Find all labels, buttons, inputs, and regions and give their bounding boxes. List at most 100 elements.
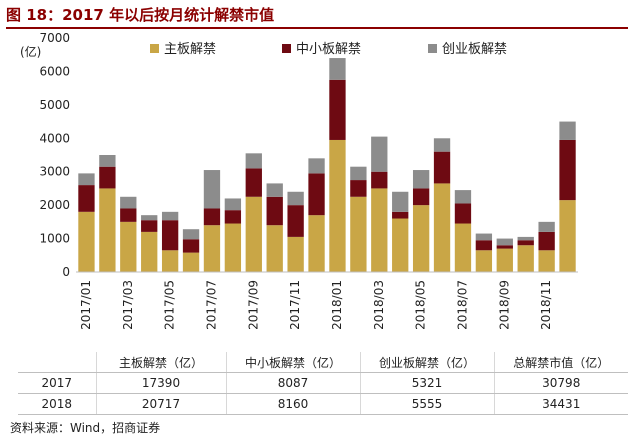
x-tick-label: 2017/03 — [121, 280, 135, 330]
x-tick-label: 2018/11 — [539, 280, 553, 330]
table-cell: 2018 — [18, 393, 97, 415]
bar-segment-3-2018-10 — [517, 236, 534, 241]
bar-segment-3-2017-04 — [141, 215, 158, 221]
x-tick-label: 2018/05 — [414, 280, 428, 330]
bar-segment-3-2018-02 — [350, 166, 367, 181]
bar-segment-2-2017-04 — [141, 220, 158, 232]
bar-segment-3-2018-11 — [538, 221, 555, 232]
bar-segment-3-2018-05 — [412, 170, 430, 189]
bar-segment-1-2018-11 — [538, 250, 555, 272]
bar-segment-2-2018-05 — [412, 188, 430, 206]
bar-segment-1-2017-10 — [266, 225, 283, 272]
bar-segment-1-2017-01 — [78, 211, 95, 272]
bar-segment-3-2017-06 — [182, 229, 200, 240]
bar-segment-1-2018-06 — [433, 183, 451, 272]
bar-segment-2-2017-08 — [224, 210, 242, 224]
bar-segment-3-2017-03 — [120, 196, 137, 209]
x-tick-label: 2017/01 — [79, 280, 93, 330]
bar-segment-1-2018-02 — [350, 196, 367, 272]
bar-segment-1-2018-04 — [392, 218, 409, 272]
bar-segment-3-2017-02 — [99, 155, 116, 167]
y-tick-label: 1000 — [39, 232, 70, 246]
x-tick-label: 2018/09 — [497, 280, 511, 330]
x-tick-label: 2018/01 — [330, 280, 344, 330]
bar-segment-2-2017-12 — [308, 173, 325, 216]
table-cell: 20717 — [95, 393, 227, 415]
bar-segment-1-2017-08 — [224, 223, 242, 272]
bar-segment-1-2017-12 — [308, 215, 325, 272]
bar-segment-1-2017-03 — [120, 221, 137, 272]
x-tick-label: 2018/03 — [372, 280, 386, 330]
table-row: 2018 20717 8160 5555 34431 — [18, 393, 628, 415]
bar-segment-1-2017-02 — [99, 188, 116, 272]
bar-segment-1-2017-09 — [245, 196, 262, 272]
bar-segment-2-2017-10 — [266, 196, 283, 226]
y-tick-label: 0 — [62, 265, 70, 279]
bar-segment-2-2018-02 — [350, 180, 367, 197]
y-tick-label: 4000 — [39, 131, 70, 145]
y-tick-label: 6000 — [39, 64, 70, 78]
bar-segment-1-2018-07 — [454, 223, 472, 272]
bar-segment-3-2018-04 — [392, 191, 409, 212]
bar-segment-1-2018-05 — [412, 205, 430, 272]
legend-label: 中小板解禁 — [296, 42, 361, 57]
y-axis-label: (亿) — [20, 44, 41, 59]
title-underline — [6, 27, 628, 29]
x-tick-label: 2017/07 — [205, 280, 219, 330]
bar-segment-1-2018-01 — [329, 139, 346, 272]
bar-segment-2-2017-02 — [99, 166, 116, 189]
x-tick-label: 2017/05 — [163, 280, 177, 330]
x-tick-label: 2017/09 — [246, 280, 260, 330]
bar-segment-3-2017-09 — [245, 153, 262, 169]
legend-swatch — [282, 44, 291, 53]
bar-segment-3-2018-07 — [454, 190, 472, 204]
bar-segment-2-2018-01 — [329, 79, 346, 140]
stacked-bar-chart: (亿) 0 1000 2000 3000 4000 5000 6000 7000 2017/01 2… — [20, 31, 578, 330]
bar-segment-1-2017-05 — [161, 250, 179, 272]
bar-segment-1-2017-11 — [287, 236, 304, 272]
bar-segment-3-2017-08 — [224, 198, 242, 211]
bar-segment-2-2018-12 — [559, 139, 576, 201]
bar-segment-1-2018-10 — [517, 245, 534, 272]
bar-segment-2-2017-06 — [182, 239, 200, 253]
bar-segment-2-2017-11 — [287, 205, 304, 237]
table-header-cell: 主板解禁（亿） — [95, 352, 227, 373]
bar-segment-3-2018-06 — [433, 138, 451, 152]
bar-segment-1-2017-04 — [141, 231, 158, 272]
table-row: 2017 17390 8087 5321 30798 — [18, 372, 628, 394]
bar-segment-3-2017-01 — [78, 173, 95, 186]
legend-swatch — [150, 44, 159, 53]
bar-segment-2-2018-07 — [454, 203, 472, 224]
legend-label: 主板解禁 — [164, 42, 216, 57]
figure-title: 图 18：2017 年以后按月统计解禁市值 — [6, 6, 275, 24]
bar-segment-1-2018-03 — [371, 188, 388, 272]
bar-segment-3-2017-07 — [203, 170, 221, 209]
table-header-cell: 中小板解禁（亿） — [225, 352, 361, 373]
table-cell: 17390 — [95, 372, 227, 394]
bar-segment-3-2018-01 — [329, 58, 346, 80]
bar-segment-2-2018-10 — [517, 240, 534, 246]
table-header-cell — [18, 352, 97, 373]
summary-table: 主板解禁（亿） 中小板解禁（亿） 创业板解禁（亿） 总解禁市值（亿） 2017 … — [18, 352, 628, 415]
table-cell: 8087 — [225, 372, 361, 394]
bar-segment-2-2018-09 — [496, 245, 513, 249]
bar-segment-3-2017-10 — [266, 183, 283, 197]
table-cell: 2017 — [18, 372, 97, 394]
table-header-cell: 总解禁市值（亿） — [493, 352, 628, 373]
y-tick-label: 2000 — [39, 198, 70, 212]
table-header-cell: 创业板解禁（亿） — [359, 352, 495, 373]
x-tick-label: 2017/11 — [288, 280, 302, 330]
legend-swatch — [428, 44, 437, 53]
bar-segment-2-2018-04 — [392, 211, 409, 219]
bar-segment-3-2018-08 — [475, 233, 493, 241]
bar-segment-2-2017-05 — [161, 220, 179, 251]
bar-segment-3-2018-12 — [559, 121, 576, 140]
x-tick-label: 2018/07 — [456, 280, 470, 330]
bar-segment-1-2018-12 — [559, 200, 576, 272]
table-cell: 8160 — [225, 393, 361, 415]
bar-segment-2-2017-09 — [245, 168, 262, 197]
table-cell: 34431 — [493, 393, 628, 415]
table-cell: 5321 — [359, 372, 495, 394]
bar-segment-1-2018-09 — [496, 248, 513, 272]
bar-segment-2-2017-03 — [120, 208, 137, 222]
